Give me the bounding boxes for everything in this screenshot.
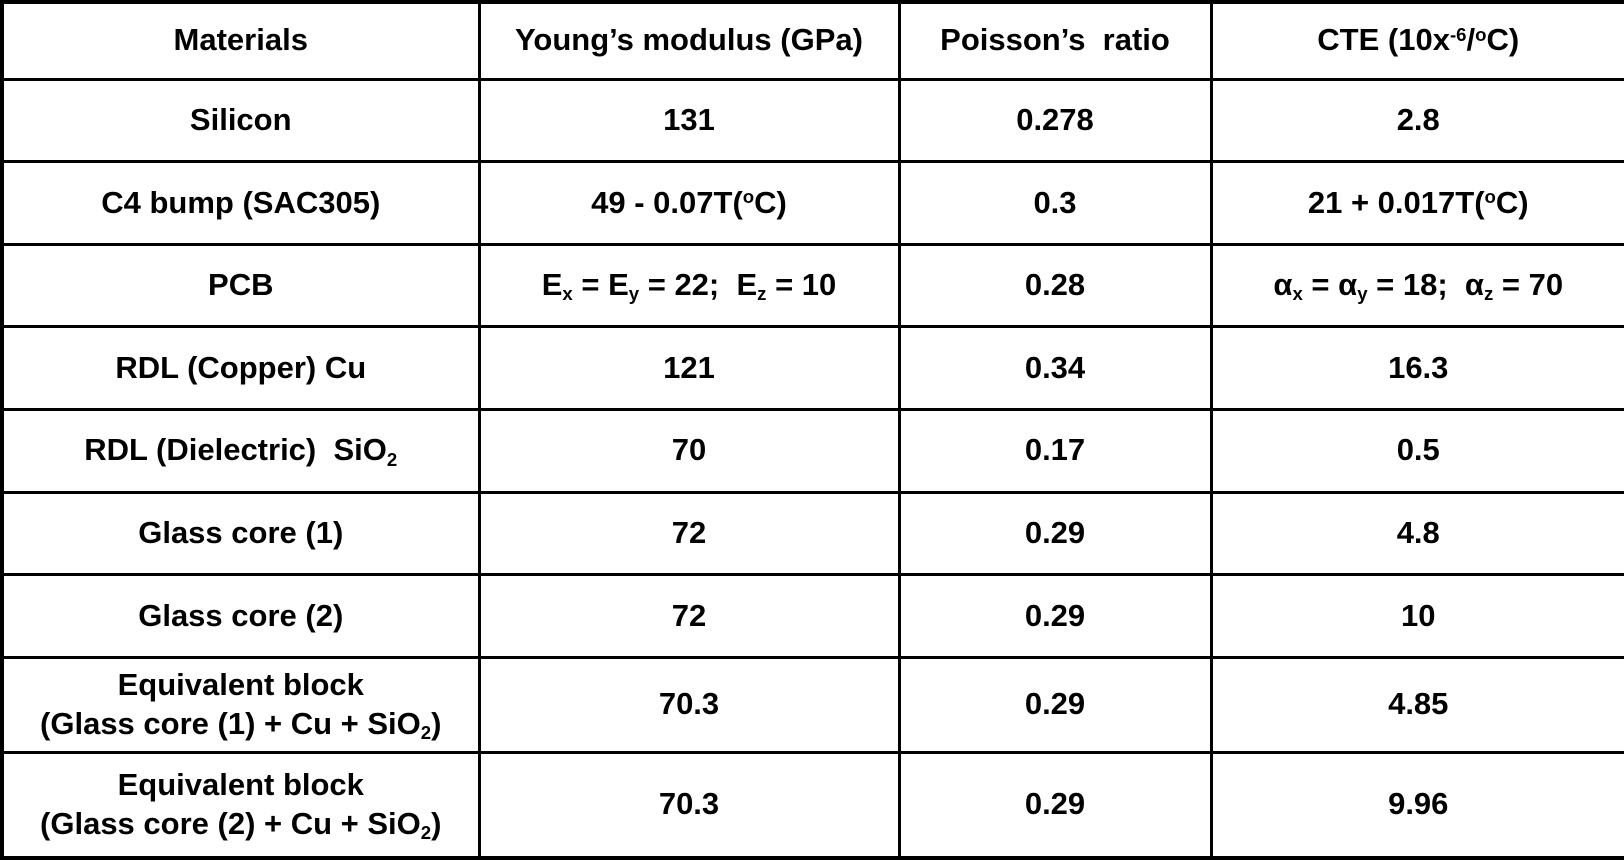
cell-cte: 2.8 bbox=[1209, 77, 1624, 164]
cell-material: C4 bump (SAC305) bbox=[0, 160, 481, 246]
cell-material: Equivalent block (Glass core (2) + Cu + S… bbox=[0, 750, 481, 860]
cell-material: RDL (Dielectric) SiO2 bbox=[0, 408, 481, 494]
cell-cte: 4.85 bbox=[1209, 655, 1624, 754]
material-line2: (Glass core (1) + Cu + SiO2) bbox=[40, 705, 442, 743]
degree-superscript: o bbox=[742, 186, 755, 208]
column-header-youngs-modulus: Young’s modulus (GPa) bbox=[477, 0, 901, 81]
axis-subscript: z bbox=[757, 283, 767, 305]
cell-poissons-ratio: 0.29 bbox=[897, 750, 1213, 860]
cell-poissons-ratio: 0.28 bbox=[897, 242, 1213, 329]
column-header-poissons-ratio: Poisson’s ratio bbox=[897, 0, 1213, 81]
cell-material: RDL (Copper) Cu bbox=[0, 325, 481, 411]
cell-youngs-modulus: Ex = Ey = 22; Ez = 10 bbox=[477, 242, 901, 329]
cell-cte: 4.8 bbox=[1209, 490, 1624, 577]
axis-subscript: z bbox=[1483, 283, 1494, 305]
cell-poissons-ratio: 0.17 bbox=[897, 408, 1213, 494]
column-header-materials: Materials bbox=[0, 0, 481, 81]
cell-poissons-ratio: 0.278 bbox=[897, 77, 1213, 164]
cte-header-text: / bbox=[1466, 22, 1476, 58]
cell-poissons-ratio: 0.3 bbox=[897, 160, 1213, 246]
cell-material: Glass core (1) bbox=[0, 490, 481, 577]
chemical-subscript: 2 bbox=[386, 448, 398, 470]
chemical-subscript: 2 bbox=[420, 822, 432, 843]
cell-material: Silicon bbox=[0, 77, 481, 164]
table-row-glass-core-1: Glass core (1) 72 0.29 4.8 bbox=[0, 490, 1624, 577]
table-row-rdl-dielectric: RDL (Dielectric) SiO2 70 0.17 0.5 bbox=[0, 408, 1624, 494]
material-line1: Equivalent block bbox=[117, 666, 364, 702]
cell-youngs-modulus: 70 bbox=[477, 408, 901, 494]
cell-cte: 16.3 bbox=[1209, 325, 1624, 411]
cte-exponent-superscript: -6 bbox=[1449, 24, 1467, 46]
chemical-subscript: 2 bbox=[420, 721, 432, 743]
material-line2: (Glass core (2) + Cu + SiO2) bbox=[40, 805, 442, 843]
axis-subscript: y bbox=[628, 283, 640, 305]
cell-youngs-modulus: 121 bbox=[477, 325, 901, 411]
cell-poissons-ratio: 0.29 bbox=[897, 573, 1213, 659]
axis-subscript: x bbox=[562, 283, 573, 305]
cell-poissons-ratio: 0.29 bbox=[897, 490, 1213, 577]
table-row-equivalent-block-2: Equivalent block (Glass core (2) + Cu + S… bbox=[0, 750, 1624, 860]
degree-superscript: o bbox=[1484, 186, 1496, 208]
table-header-row: Materials Young’s modulus (GPa) Poisson’… bbox=[0, 0, 1624, 81]
cell-cte: 10 bbox=[1209, 573, 1624, 659]
cell-material: PCB bbox=[0, 242, 481, 329]
table-row-rdl-copper: RDL (Copper) Cu 121 0.34 16.3 bbox=[0, 325, 1624, 411]
cell-youngs-modulus: 72 bbox=[477, 490, 901, 577]
table-row-silicon: Silicon 131 0.278 2.8 bbox=[0, 77, 1624, 164]
cell-poissons-ratio: 0.29 bbox=[897, 655, 1213, 754]
cte-header-text: CTE (10x bbox=[1317, 22, 1450, 58]
cell-youngs-modulus: 70.3 bbox=[477, 750, 901, 860]
cell-material: Glass core (2) bbox=[0, 573, 481, 659]
cell-poissons-ratio: 0.34 bbox=[897, 325, 1213, 411]
table-row-c4-bump: C4 bump (SAC305) 49 - 0.07T(oC) 0.3 21 +… bbox=[0, 160, 1624, 246]
column-header-cte: CTE (10x-6/oC) bbox=[1209, 0, 1624, 81]
axis-subscript: y bbox=[1357, 283, 1368, 305]
material-line1: Equivalent block bbox=[117, 767, 364, 803]
degree-superscript: o bbox=[1475, 24, 1487, 46]
cell-cte: 21 + 0.017T(oC) bbox=[1209, 160, 1624, 246]
cell-youngs-modulus: 131 bbox=[477, 77, 901, 164]
cell-youngs-modulus: 72 bbox=[477, 573, 901, 659]
table-row-equivalent-block-1: Equivalent block (Glass core (1) + Cu + S… bbox=[0, 655, 1624, 754]
cte-header-text: C) bbox=[1486, 22, 1520, 58]
cell-cte: 9.96 bbox=[1209, 750, 1624, 860]
axis-subscript: x bbox=[1292, 283, 1303, 305]
table-row-glass-core-2: Glass core (2) 72 0.29 10 bbox=[0, 573, 1624, 659]
cell-material: Equivalent block (Glass core (1) + Cu + S… bbox=[0, 655, 481, 754]
cell-youngs-modulus: 49 - 0.07T(oC) bbox=[477, 160, 901, 246]
cell-youngs-modulus: 70.3 bbox=[477, 655, 901, 754]
table-row-pcb: PCB Ex = Ey = 22; Ez = 10 0.28 αx = αy =… bbox=[0, 242, 1624, 329]
cell-cte: αx = αy = 18; αz = 70 bbox=[1209, 242, 1624, 329]
cell-cte: 0.5 bbox=[1209, 408, 1624, 494]
